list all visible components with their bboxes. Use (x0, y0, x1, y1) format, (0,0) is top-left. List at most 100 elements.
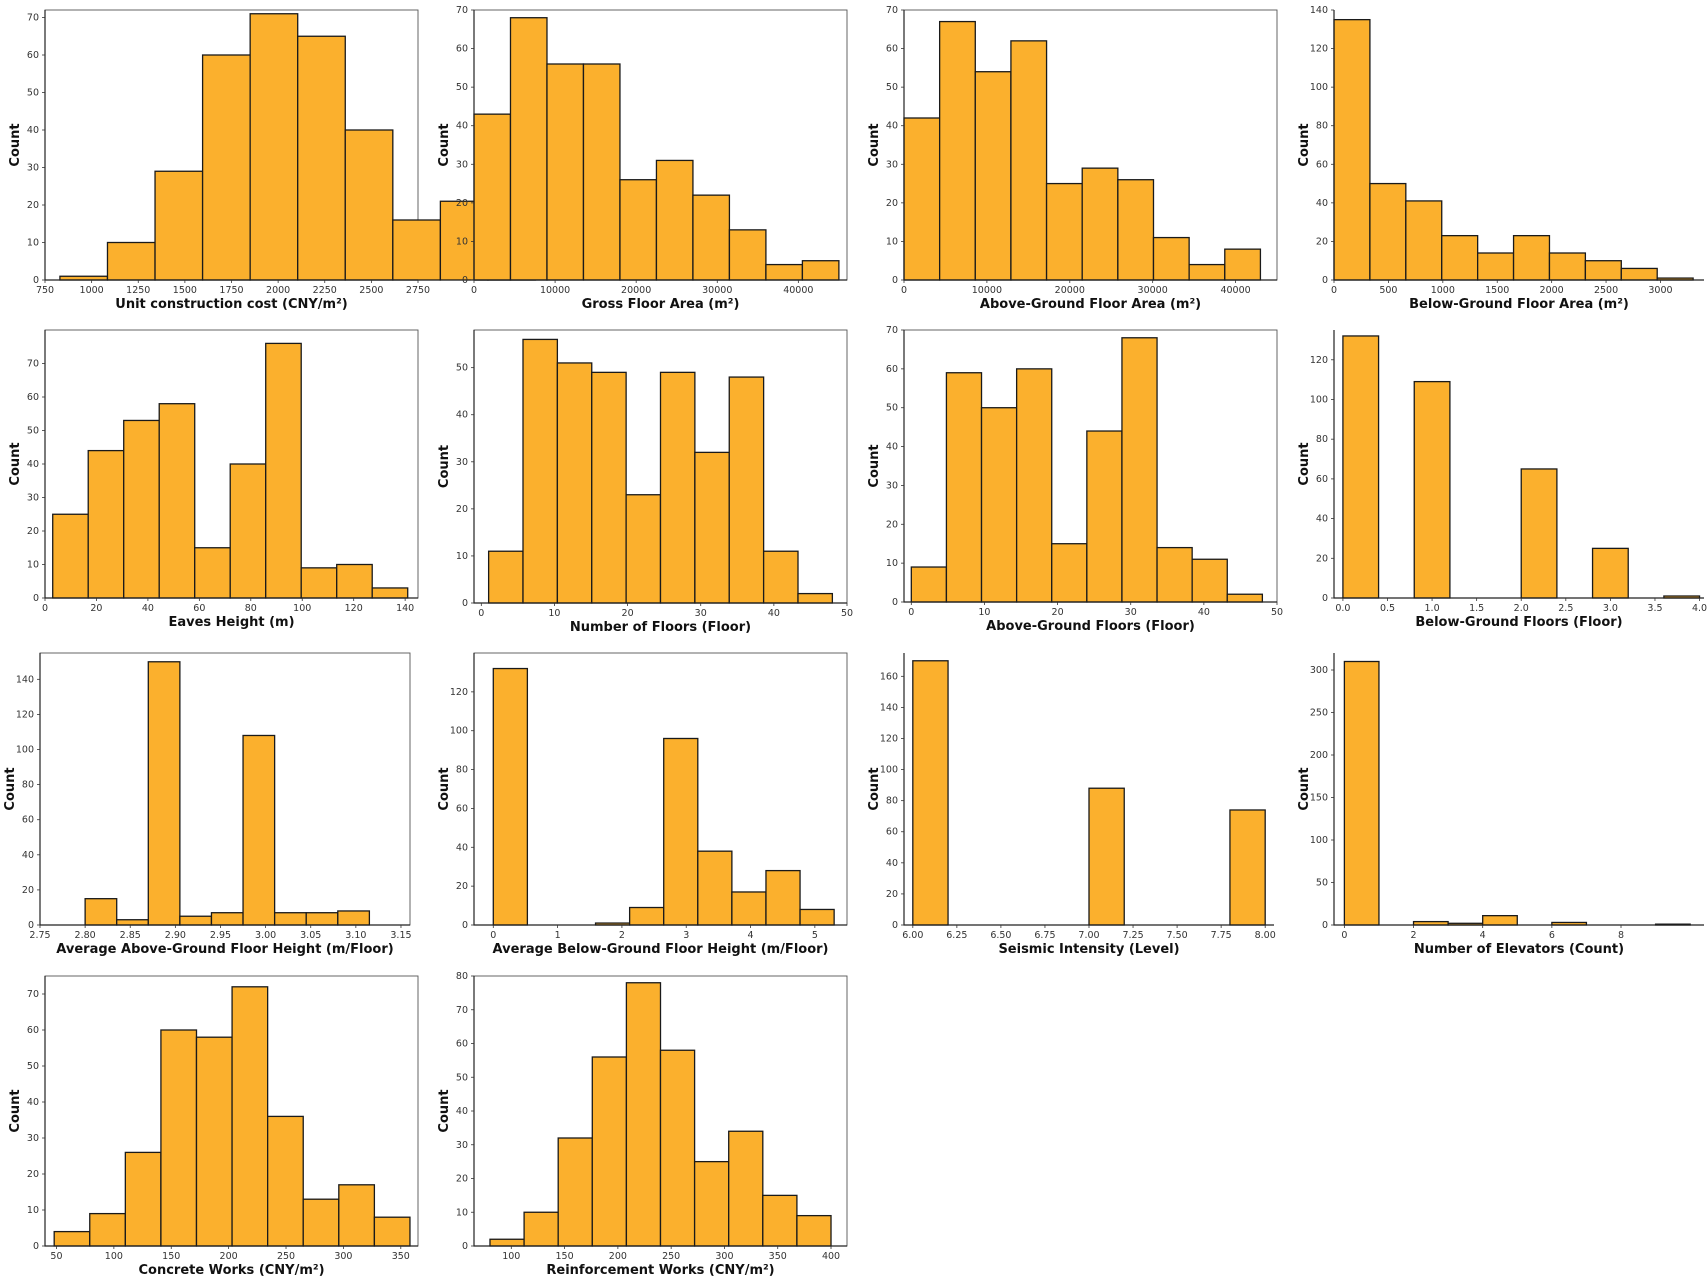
elevators-y-tick-label: 150 (1310, 793, 1328, 804)
below-ground-area-y-tick-label: 100 (1310, 82, 1328, 93)
eaves-height-histogram: 0 10 20 30 40 50 60 70 0 20 40 60 80 100 120 140 Eaves H… (8, 329, 419, 632)
above-ground-area-y-tick-label: 30 (886, 159, 898, 170)
elevators-y-tick-label: 100 (1310, 835, 1328, 846)
unit-cost-x-tick-label: 2000 (266, 285, 290, 296)
seismic-intensity-bar (1229, 809, 1266, 926)
below-ground-floors-bar (1591, 547, 1629, 599)
number-of-floors-bar (797, 592, 834, 604)
above-ground-floors-bar (1191, 558, 1228, 603)
avg-above-height-x-axis-label: Average Above-Ground Floor Height (m/Flo… (56, 942, 393, 957)
concrete-works-bar (89, 1212, 126, 1247)
below-ground-floors-y-tick-label: 120 (1310, 355, 1328, 366)
unit-cost-y-axis-label: Count (8, 123, 23, 166)
reinforcement-works-bar (489, 1238, 525, 1247)
eaves-height-bar (158, 403, 196, 599)
reinforcement-works-y-tick-label: 0 (462, 1241, 468, 1252)
above-ground-floors-x-tick-label: 50 (1271, 607, 1283, 618)
elevators-y-tick-label: 50 (1316, 878, 1328, 889)
avg-above-height-x-tick-label: 2.80 (75, 930, 96, 941)
concrete-works-x-tick-label: 350 (392, 1251, 410, 1262)
gross-floor-area-y-tick-label: 20 (456, 198, 468, 209)
concrete-works-x-tick-label: 250 (277, 1251, 295, 1262)
unit-cost-x-tick-label: 1250 (126, 285, 150, 296)
avg-below-height-bar (799, 908, 835, 926)
seismic-intensity-y-tick-label: 60 (886, 827, 898, 838)
below-ground-area-x-axis-label: Below-Ground Floor Area (m²) (1409, 297, 1629, 312)
avg-above-height-y-tick-label: 20 (22, 885, 34, 896)
number-of-floors-bar (556, 362, 593, 604)
below-ground-floors-x-tick-label: 3.5 (1647, 603, 1662, 614)
below-ground-area-y-tick-label: 60 (1316, 159, 1328, 170)
below-ground-area-x-tick-label: 1500 (1485, 285, 1509, 296)
seismic-intensity-bar (1088, 787, 1125, 926)
above-ground-area-y-axis-label: Count (867, 123, 882, 166)
elevators-y-tick-label: 200 (1310, 750, 1328, 761)
seismic-intensity-x-axis-label: Seismic Intensity (Level) (998, 942, 1179, 957)
below-ground-area-x-tick-label: 2500 (1594, 285, 1618, 296)
below-ground-area-bar (1405, 200, 1443, 281)
above-ground-floors-bar (1226, 593, 1264, 603)
below-ground-area-bar (1512, 234, 1551, 281)
avg-above-height-x-tick-label: 3.15 (390, 930, 411, 941)
below-ground-area-bar (1333, 18, 1371, 281)
reinforcement-works-y-tick-label: 50 (456, 1072, 468, 1083)
concrete-works-x-tick-label: 50 (50, 1251, 62, 1262)
unit-cost-y-tick-label: 10 (27, 238, 39, 249)
avg-above-height-bar (273, 912, 307, 926)
avg-above-height-bar (116, 919, 149, 926)
avg-above-height-plot-frame (39, 652, 411, 926)
reinforcement-works-y-tick-label: 30 (456, 1140, 468, 1151)
gross-floor-area-x-tick-label: 10000 (540, 285, 570, 296)
gross-floor-area-y-tick-label: 70 (456, 5, 468, 16)
seismic-intensity-y-tick-label: 140 (880, 702, 898, 713)
elevators-y-axis-label: Count (1297, 767, 1312, 810)
concrete-works-y-tick-label: 20 (27, 1169, 39, 1180)
gross-floor-area-y-tick-label: 60 (456, 44, 468, 55)
avg-above-height-y-tick-label: 100 (16, 745, 34, 756)
avg-above-height-y-axis-label: Count (3, 767, 18, 810)
avg-below-height-y-tick-label: 80 (456, 765, 468, 776)
reinforcement-works-bar (659, 1049, 696, 1247)
number-of-floors-x-tick-label: 0 (478, 608, 484, 619)
unit-cost-y-tick-label: 60 (27, 50, 39, 61)
above-ground-area-bar (974, 71, 1012, 281)
avg-below-height-bar (731, 891, 767, 926)
above-ground-area-bar (1045, 182, 1083, 281)
concrete-works-x-axis-label: Concrete Works (CNY/m²) (138, 1263, 324, 1278)
avg-below-height-bar (663, 737, 699, 926)
unit-cost-x-tick-label: 1500 (173, 285, 197, 296)
number-of-floors-histogram: 0 10 20 30 40 50 0 10 20 30 40 50 Number of Floors (… (437, 329, 853, 637)
elevators-y-tick-label: 0 (1322, 920, 1328, 931)
seismic-intensity-x-tick-label: 7.75 (1211, 930, 1232, 941)
gross-floor-area-bar (655, 159, 694, 281)
avg-above-height-x-tick-label: 2.90 (165, 930, 186, 941)
concrete-works-bar (160, 1029, 198, 1247)
number-of-floors-x-tick-label: 10 (548, 608, 560, 619)
concrete-works-y-tick-label: 30 (27, 1133, 39, 1144)
seismic-intensity-x-tick-label: 6.75 (1034, 930, 1055, 941)
seismic-intensity-y-tick-label: 100 (880, 765, 898, 776)
seismic-intensity-y-tick-label: 160 (880, 671, 898, 682)
below-ground-area-y-tick-label: 80 (1316, 121, 1328, 132)
unit-cost-y-tick-label: 50 (27, 88, 39, 99)
number-of-floors-y-tick-label: 40 (456, 410, 468, 421)
number-of-floors-bar (659, 371, 696, 604)
gross-floor-area-y-tick-label: 0 (462, 275, 468, 286)
below-ground-area-x-tick-label: 3000 (1648, 285, 1672, 296)
unit-cost-y-tick-label: 20 (27, 200, 39, 211)
reinforcement-works-bar (557, 1137, 593, 1247)
unit-cost-x-tick-label: 2750 (406, 285, 430, 296)
number-of-floors-bar (487, 550, 524, 604)
unit-cost-x-tick-label: 1750 (219, 285, 243, 296)
gross-floor-area-x-tick-label: 40000 (783, 285, 813, 296)
concrete-works-bar (302, 1198, 340, 1247)
reinforcement-works-y-tick-label: 40 (456, 1106, 468, 1117)
avg-below-height-y-tick-label: 60 (456, 803, 468, 814)
number-of-floors-x-tick-label: 50 (841, 608, 853, 619)
reinforcement-works-bar (625, 982, 662, 1247)
number-of-floors-x-tick-label: 30 (695, 608, 707, 619)
reinforcement-works-bar (523, 1211, 559, 1247)
avg-below-height-x-tick-label: 3 (683, 930, 689, 941)
seismic-intensity-y-tick-label: 80 (886, 796, 898, 807)
